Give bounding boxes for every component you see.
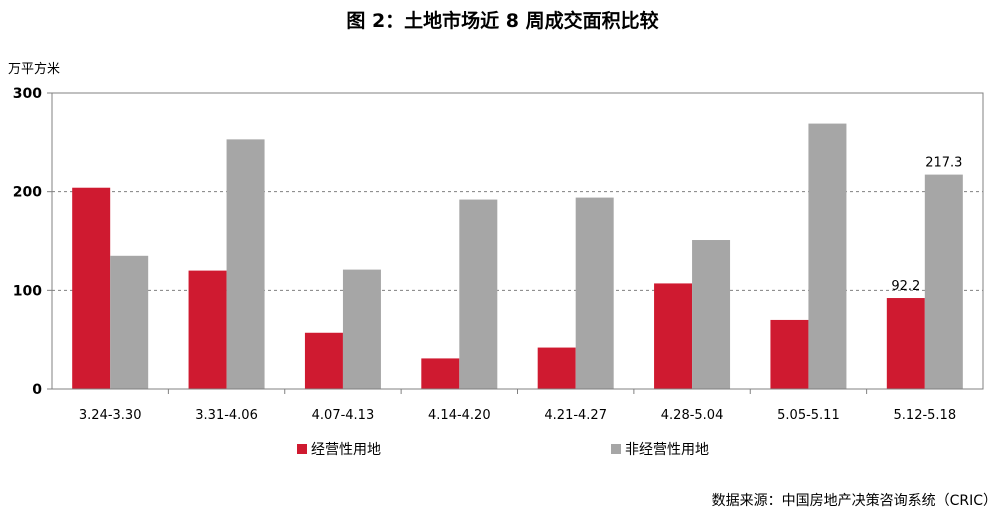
- bar-operating: [886, 298, 925, 389]
- y-axis-unit: 万平方米: [8, 62, 61, 77]
- x-tick-label: 4.21-4.27: [544, 408, 607, 423]
- legend-label: 经营性用地: [311, 442, 381, 458]
- bar-operating: [421, 358, 460, 389]
- data-label: 217.3: [925, 156, 962, 171]
- y-tick-label: 0: [32, 382, 42, 398]
- x-tick-label: 4.14-4.20: [428, 408, 491, 423]
- legend-label: 非经营性用地: [625, 442, 709, 458]
- bar-operating: [770, 319, 809, 389]
- bar-operating: [654, 283, 693, 389]
- y-tick-label: 300: [13, 86, 42, 102]
- bar-non-operating: [342, 269, 381, 389]
- legend-swatch: [611, 444, 621, 454]
- data-source: 数据来源：中国房地产决策咨询系统（CRIC）: [711, 493, 997, 509]
- bar-non-operating: [110, 255, 149, 389]
- bars: [72, 123, 963, 389]
- x-tick-label: 3.24-3.30: [79, 408, 142, 423]
- data-label: 92.2: [891, 279, 920, 294]
- bar-non-operating: [924, 174, 963, 389]
- bar-non-operating: [575, 197, 614, 389]
- chart-title: 图 2：土地市场近 8 周成交面积比较: [346, 10, 659, 32]
- legend: 经营性用地 非经营性用地: [297, 442, 709, 458]
- x-tick-label: 4.28-5.04: [661, 408, 724, 423]
- x-tick-label: 5.12-5.18: [894, 408, 957, 423]
- bar-non-operating: [808, 123, 847, 389]
- bar-non-operating: [459, 199, 498, 389]
- bar-non-operating: [692, 240, 731, 389]
- x-tick-label: 4.07-4.13: [312, 408, 375, 423]
- axes: 0 100 200 300 3.24-3.30 3.31-4.06 4.07-4.13 4.1…: [13, 86, 984, 423]
- y-tick-label: 100: [13, 283, 42, 299]
- y-tick-label: 200: [13, 185, 42, 201]
- bar-operating: [72, 187, 111, 389]
- labels: 92.2 217.3: [891, 156, 962, 294]
- legend-swatch: [297, 444, 307, 454]
- bar-operating: [304, 332, 343, 389]
- x-tick-label: 5.05-5.11: [777, 408, 840, 423]
- x-tick-label: 3.31-4.06: [195, 408, 258, 423]
- bar-non-operating: [226, 139, 265, 389]
- bar-operating: [188, 270, 227, 389]
- bar-operating: [537, 347, 576, 389]
